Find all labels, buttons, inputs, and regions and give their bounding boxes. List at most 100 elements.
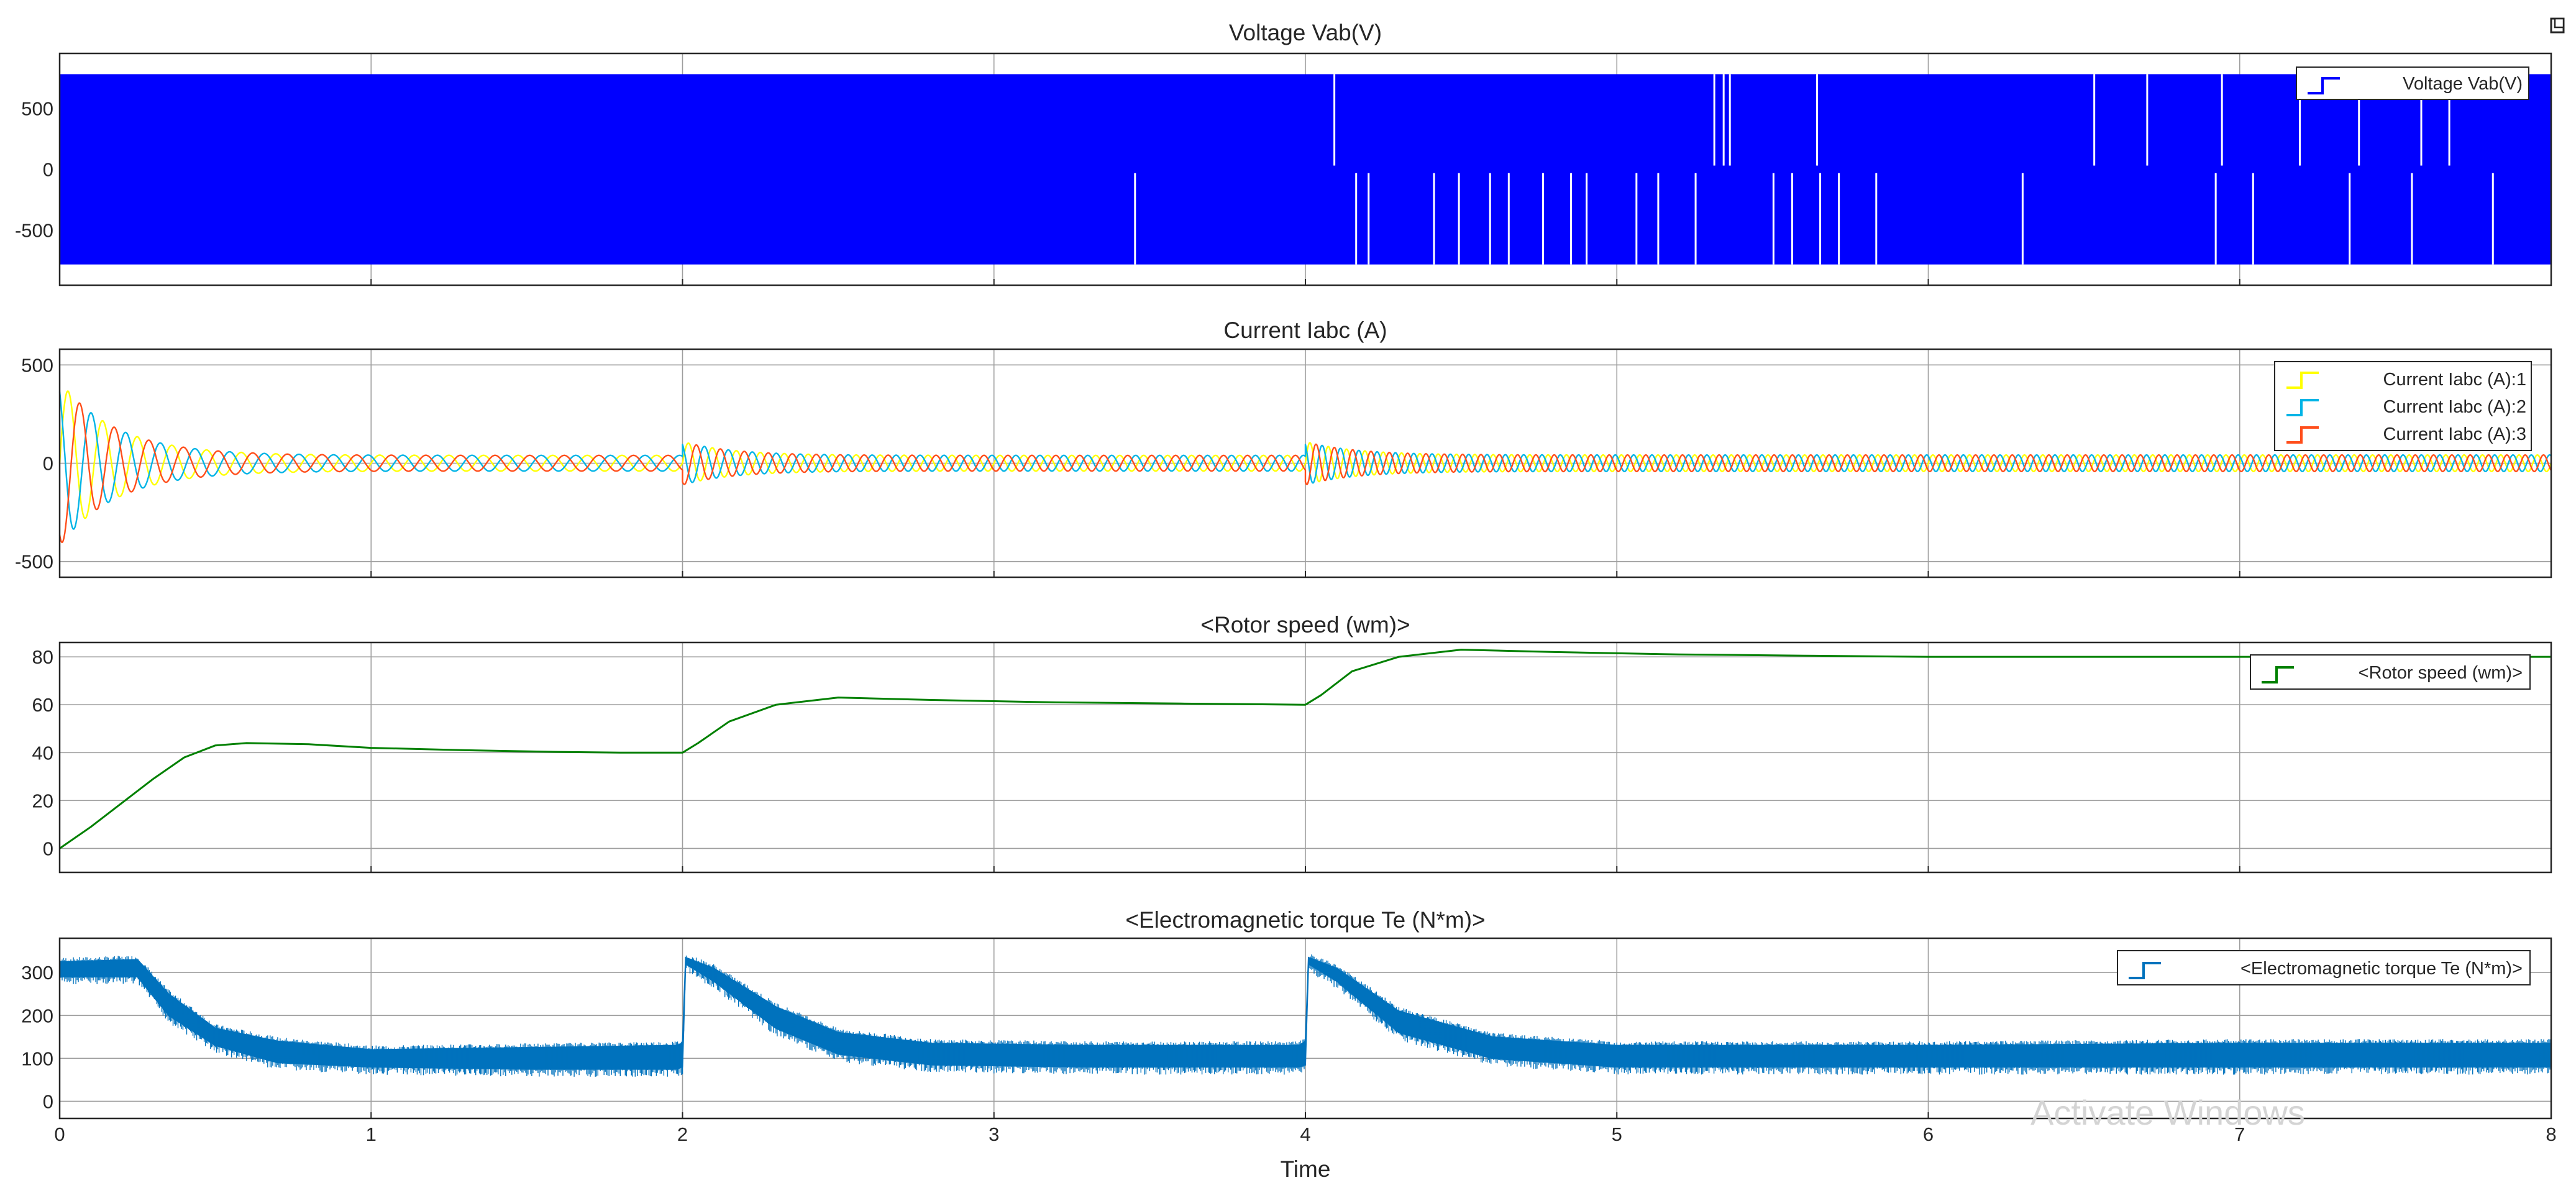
panel-voltage-frame <box>58 52 2552 286</box>
ytick-label-4: 0 <box>43 838 53 859</box>
voltage-gap-lower <box>1355 173 1358 265</box>
voltage-gap-upper <box>2358 74 2360 166</box>
panel-rotor-speed-legend: <Rotor speed (wm)> <box>2250 654 2531 690</box>
panel-rotor-speed-yticks: 80 60 40 20 0 <box>32 646 53 859</box>
x-axis-label: Time <box>1281 1156 1331 1182</box>
panel-current-plot <box>58 390 2552 543</box>
legend-label-voltage: Voltage Vab(V) <box>2403 74 2523 94</box>
legend-swatch-phase-2 <box>2286 399 2319 416</box>
legend-swatch-rotor-speed <box>2262 666 2294 683</box>
panel-torque-yticks: 300 200 100 0 <box>21 962 53 1112</box>
xtick-label-2: 2 <box>677 1123 688 1145</box>
voltage-band <box>60 74 2551 265</box>
watermark-text: Activate Windows <box>2030 1093 2305 1132</box>
xtick-label-1: 1 <box>366 1123 377 1145</box>
panel-torque-legend: <Electromagnetic torque Te (N*m)> <box>2117 950 2531 985</box>
xtick-label-5: 5 <box>1612 1123 1622 1145</box>
voltage-gap-lower <box>1541 173 1544 265</box>
panel-voltage-plot <box>60 74 2551 265</box>
voltage-gap-lower <box>1134 173 1136 265</box>
panel-current: Current Iabc (A) 500 0 -500 Current Iabc (… <box>15 318 2552 578</box>
voltage-gap-lower <box>2252 173 2254 265</box>
voltage-gap-upper <box>2221 74 2223 166</box>
ytick-label-3: 0 <box>43 1090 53 1112</box>
voltage-gap-lower <box>1819 173 1822 265</box>
xtick-label-0: 0 <box>54 1123 65 1145</box>
voltage-gap-upper <box>1816 74 1819 166</box>
xtick-label-6: 6 <box>1923 1123 1934 1145</box>
voltage-gap-lower <box>2492 173 2494 265</box>
voltage-gap-lower <box>1507 173 1510 265</box>
panel-rotor-speed-grid <box>59 642 2552 872</box>
voltage-gap-lower <box>1368 173 1370 265</box>
ytick-label-0: 500 <box>21 98 53 119</box>
voltage-gap-lower <box>1657 173 1660 265</box>
voltage-gap-lower <box>1489 173 1491 265</box>
panel-voltage-title: Voltage Vab(V) <box>1229 20 1382 45</box>
current-phase-1-line <box>58 390 2552 519</box>
panel-current-title: Current Iabc (A) <box>1223 318 1387 343</box>
voltage-gap-upper <box>2146 74 2149 166</box>
legend-label-rotor-speed: <Rotor speed (wm)> <box>2359 663 2523 683</box>
ytick-label-1: 0 <box>43 159 53 181</box>
panel-torque-title: <Electromagnetic torque Te (N*m)> <box>1125 907 1485 933</box>
ytick-label-2: 100 <box>21 1048 53 1069</box>
panel-current-yticks: 500 0 -500 <box>15 354 53 572</box>
voltage-gap-lower <box>2411 173 2413 265</box>
voltage-gap-upper <box>1729 74 1731 166</box>
panel-rotor-speed: <Rotor speed (wm)> 80 60 40 20 0 <Rotor spee… <box>32 612 2552 874</box>
panel-torque: <Electromagnetic torque Te (N*m)> 300200… <box>21 907 2556 1182</box>
ytick-label-2: -500 <box>15 220 53 242</box>
panel-current-frame <box>58 348 2552 578</box>
panel-voltage-yticks: 500 0 -500 <box>15 98 53 241</box>
legend-swatch-voltage <box>2308 77 2340 94</box>
voltage-gap-lower <box>1635 173 1638 265</box>
ytick-label-0: 300 <box>21 962 53 984</box>
ytick-label-3: 20 <box>32 790 53 811</box>
legend-label-phase-1: Current Iabc (A):1 <box>2383 370 2526 390</box>
panel-torque-frame <box>58 937 2552 1120</box>
legend-label-phase-2: Current Iabc (A):2 <box>2383 397 2526 417</box>
voltage-gap-lower <box>1458 173 1460 265</box>
voltage-gap-lower <box>1694 173 1697 265</box>
voltage-gap-lower <box>1570 173 1573 265</box>
voltage-gap-upper <box>2448 74 2450 166</box>
voltage-gap-upper <box>2420 74 2423 166</box>
panel-rotor-speed-plot <box>59 649 2551 849</box>
panel-torque-xticks: 0 1 2 3 4 5 6 7 8 <box>54 1123 2556 1145</box>
voltage-gap-lower <box>1838 173 1840 265</box>
ytick-label-2: 40 <box>32 742 53 764</box>
voltage-gap-upper <box>2093 74 2096 166</box>
panel-voltage: Voltage Vab(V) 500 0 -500 Voltage Vab(V) <box>15 20 2552 286</box>
panel-voltage-legend: Voltage Vab(V) <box>2296 66 2529 100</box>
ytick-label-1: 60 <box>32 694 53 716</box>
legend-label-phase-3: Current Iabc (A):3 <box>2383 424 2526 444</box>
voltage-gap-lower <box>1433 173 1435 265</box>
voltage-gap-lower <box>2021 173 2024 265</box>
voltage-gap-lower <box>1875 173 1878 265</box>
legend-swatch-torque <box>2129 962 2161 979</box>
expand-icon[interactable] <box>2550 17 2565 34</box>
current-phase-3-line <box>58 402 2552 543</box>
xtick-label-8: 8 <box>2546 1123 2556 1145</box>
voltage-gap-lower <box>1791 173 1793 265</box>
xtick-label-3: 3 <box>989 1123 999 1145</box>
voltage-gap-lower <box>1586 173 1588 265</box>
ytick-label-1: 200 <box>21 1005 53 1026</box>
panel-rotor-speed-frame <box>58 641 2552 874</box>
ytick-label-0: 500 <box>21 354 53 376</box>
ytick-label-2: -500 <box>15 551 53 573</box>
xtick-label-4: 4 <box>1300 1123 1310 1145</box>
legend-swatch-phase-3 <box>2286 426 2319 444</box>
legend-label-torque: <Electromagnetic torque Te (N*m)> <box>2240 959 2523 979</box>
voltage-gap-lower <box>2214 173 2217 265</box>
ytick-label-0: 80 <box>32 646 53 668</box>
rotor-speed-line <box>59 649 2551 849</box>
ytick-label-1: 0 <box>43 453 53 475</box>
voltage-gap-lower <box>2349 173 2351 265</box>
voltage-gap-upper <box>2298 74 2301 166</box>
current-phase-2-line <box>58 391 2552 530</box>
legend-swatch-phase-1 <box>2286 372 2319 389</box>
voltage-gap-upper <box>1333 74 1336 166</box>
